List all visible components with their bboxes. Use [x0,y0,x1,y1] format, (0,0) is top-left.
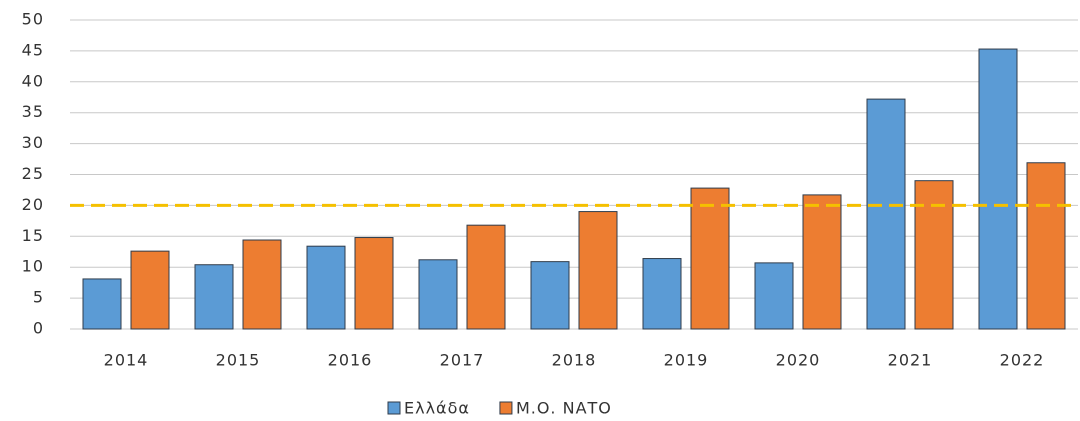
bar [194,264,234,330]
bar [530,261,570,330]
y-tick-label: 5 [33,288,44,307]
bar [578,211,618,330]
bar [1026,162,1066,330]
bar [754,262,794,330]
x-tick-label: 2015 [216,351,261,370]
bar [418,259,458,330]
y-tick-label: 25 [22,164,44,183]
bar [642,258,682,330]
bar [82,278,122,330]
legend-label: Ελλάδα [404,399,470,418]
legend-swatch [499,401,513,415]
y-tick-label: 30 [22,133,44,152]
bar [242,239,282,330]
y-tick-label: 35 [22,102,44,121]
bar [866,98,906,330]
bar [690,187,730,330]
x-tick-label: 2019 [664,351,709,370]
y-tick-label: 20 [22,195,44,214]
legend-swatch [387,401,401,415]
x-tick-label: 2020 [776,351,821,370]
x-tick-label: 2022 [1000,351,1045,370]
bar [306,245,346,330]
bar [466,224,506,330]
x-tick-label: 2014 [104,351,149,370]
y-tick-label: 40 [22,71,44,90]
bar [354,237,394,330]
legend-label: Μ.Ο. ΝΑΤΟ [516,399,612,418]
bar [130,250,170,330]
x-tick-label: 2017 [440,351,485,370]
x-tick-label: 2018 [552,351,597,370]
bar [978,48,1018,330]
y-tick-label: 15 [22,226,44,245]
x-tick-label: 2016 [328,351,373,370]
y-tick-label: 45 [22,40,44,59]
y-tick-label: 0 [33,319,44,338]
bar [802,194,842,330]
bar [914,180,954,330]
y-tick-label: 10 [22,257,44,276]
x-tick-label: 2021 [888,351,933,370]
y-tick-label: 50 [22,10,44,29]
